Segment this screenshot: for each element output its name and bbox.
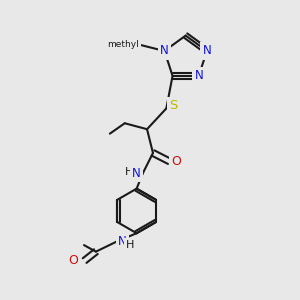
Text: H: H: [125, 167, 133, 177]
Text: N: N: [160, 44, 169, 58]
Text: S: S: [169, 99, 177, 112]
Text: N: N: [118, 235, 127, 248]
Text: N: N: [194, 69, 203, 82]
Text: methyl: methyl: [107, 40, 139, 49]
Text: H: H: [126, 240, 134, 250]
Text: O: O: [171, 155, 181, 168]
Text: N: N: [202, 44, 211, 58]
Text: O: O: [68, 254, 78, 267]
Text: N: N: [132, 167, 141, 180]
